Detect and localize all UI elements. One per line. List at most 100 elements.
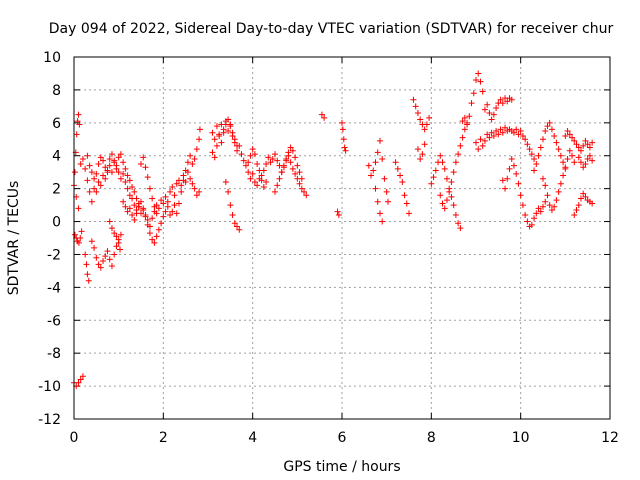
data-point [140,154,147,161]
data-point [249,170,256,177]
data-point [88,169,95,176]
data-point [562,164,569,171]
y-tick-label: -2 [47,247,61,263]
data-point [287,159,294,166]
data-point [93,254,100,261]
data-point [542,128,549,135]
data-point [272,151,278,158]
data-point [392,159,399,166]
data-point [75,239,82,246]
data-point [564,156,571,163]
data-point [495,131,502,138]
data-point [477,78,484,85]
data-point [575,154,582,161]
data-point [115,169,122,176]
data-point [414,146,421,153]
data-point [162,193,169,200]
data-point [450,169,457,176]
data-point [265,154,272,161]
data-point [582,193,589,200]
data-point [294,162,301,169]
data-point [557,180,564,187]
data-point [446,188,453,195]
data-point [292,154,299,161]
data-point [340,136,347,143]
data-point [131,202,138,209]
data-point [488,129,495,136]
data-point [216,132,223,139]
data-point [77,160,84,167]
data-point [513,126,520,133]
x-tick-label: 0 [70,430,79,446]
data-point [108,169,115,176]
data-point [339,119,345,126]
data-point [540,175,546,182]
data-point [479,142,486,149]
data-point [234,142,241,149]
data-point [124,172,131,179]
data-point [95,179,102,186]
data-point [153,210,160,217]
data-point [296,180,303,187]
data-point [410,96,417,103]
data-point [173,210,180,217]
data-point [510,129,517,136]
data-point [231,136,238,143]
data-point [461,114,468,121]
data-point [379,156,386,163]
data-point [374,198,381,205]
data-point [95,261,102,268]
data-point [301,188,308,195]
data-point [169,208,176,215]
data-point [368,172,375,179]
data-point [484,131,491,138]
axis-ticks: 0 2 4 6 8 10 12 10 8 6 4 2 0 -2 -4 -6 -8 -10 -12 [38,50,619,446]
data-point [417,156,424,163]
data-point [443,197,450,204]
data-point [79,373,86,380]
x-tick-label: 4 [248,430,257,446]
data-point [126,205,133,212]
data-point [488,116,495,123]
data-point [191,156,198,163]
data-point [499,177,506,184]
data-point [577,147,584,154]
data-point [486,134,493,141]
data-point [93,170,100,177]
data-point [113,243,120,250]
data-point [553,197,560,204]
data-point [97,182,104,189]
data-point [124,185,131,192]
data-point [533,210,540,217]
data-point [106,256,113,263]
data-point [135,203,142,210]
data-point [113,233,120,240]
data-point [115,154,122,161]
data-point [531,167,538,174]
y-axis-label: SDTVAR / TECUs [6,181,22,296]
data-point [238,151,245,158]
data-point [452,159,459,166]
data-point [164,203,171,210]
data-point [499,129,506,136]
data-point [126,177,133,184]
data-point [533,160,540,167]
data-point [100,258,107,265]
data-point [399,179,406,186]
data-point [93,188,100,195]
data-point [504,175,511,182]
data-point [82,165,89,172]
data-point [522,136,529,143]
data-point [213,142,220,149]
data-point [481,137,488,144]
y-tick-label: -12 [38,412,61,428]
data-point [153,233,160,240]
data-point [88,198,95,205]
data-point [517,192,524,199]
data-point [589,200,596,207]
x-tick-label: 6 [338,430,347,446]
data-point [519,202,526,209]
data-point [251,151,258,158]
data-point [540,203,546,210]
data-point [372,159,379,166]
